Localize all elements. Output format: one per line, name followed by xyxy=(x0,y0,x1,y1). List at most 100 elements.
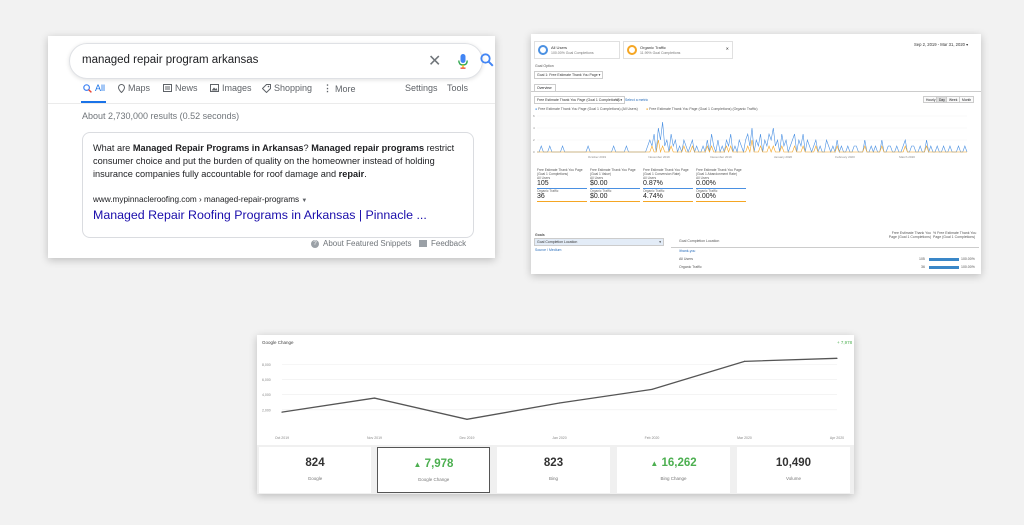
snippet-part: ? xyxy=(303,143,312,153)
tab-label: Images xyxy=(222,83,252,93)
metric-select[interactable]: Free Estimate Thank You Page (Goal 1 Com… xyxy=(534,96,626,104)
metric-segment-label: Organic Traffic xyxy=(590,189,612,193)
metric-value: 0.00% xyxy=(696,180,716,187)
month-button[interactable]: Month xyxy=(959,96,975,103)
data-point xyxy=(466,418,468,420)
segment-sub: 11.99% Goal Completions xyxy=(640,51,681,55)
tab-maps[interactable]: Maps xyxy=(118,83,150,93)
feedback-icon xyxy=(419,240,427,247)
card-google[interactable]: 824 Google xyxy=(259,447,371,493)
about-featured-snippets[interactable]: ? About Featured Snippets xyxy=(311,239,412,248)
clear-icon[interactable]: ✕ xyxy=(428,53,442,70)
segment-organic-traffic[interactable]: Organic Traffic 11.99% Goal Completions … xyxy=(623,41,733,59)
date-range-text: Sep 2, 2019 - Mar 31, 2020 xyxy=(914,42,965,47)
goals-label: Goals xyxy=(535,233,545,237)
card-value-text: 7,978 xyxy=(424,458,454,470)
card-google-change[interactable]: ▲ 7,978 Google Change xyxy=(377,447,490,493)
result-link[interactable]: Managed Repair Roofing Programs in Arkan… xyxy=(93,208,427,222)
tab-news[interactable]: News xyxy=(163,83,198,93)
segment-icon xyxy=(627,45,637,55)
search-input[interactable]: managed repair program arkansas xyxy=(82,54,259,66)
y-tick-label: 4 xyxy=(533,126,535,130)
search-icon[interactable] xyxy=(480,53,494,72)
select-metric-link[interactable]: Select a metric xyxy=(625,98,649,102)
card-label: Google xyxy=(307,476,323,481)
image-icon xyxy=(210,84,219,92)
dropdown-arrow-icon[interactable]: ▼ xyxy=(301,198,308,204)
card-bing-change[interactable]: ▲ 16,262 Bing Change xyxy=(617,447,730,493)
metric-block[interactable]: Free Estimate Thank You Page (Goal 1 Val… xyxy=(590,168,640,202)
legend-label: Free Estimate Thank You Page (Goal 1 Com… xyxy=(649,107,758,111)
metric-value: 0.87% xyxy=(643,180,663,187)
metric-segment-label: All Users xyxy=(537,176,551,180)
card-volume[interactable]: 10,490 Volume xyxy=(737,447,850,493)
series-line xyxy=(537,139,967,154)
legend-all-users: ● Free Estimate Thank You Page (Goal 1 C… xyxy=(535,107,638,111)
change-badge: + 7,978 xyxy=(837,340,853,345)
metric-block[interactable]: Free Estimate Thank You Page (Goal 1 Aba… xyxy=(696,168,746,202)
table-row-bar xyxy=(929,266,959,269)
microphone-icon[interactable] xyxy=(458,54,468,74)
chevron-down-icon: ▾ xyxy=(659,240,661,244)
vs-label: VS. xyxy=(615,98,621,102)
segment-label: Organic Traffic xyxy=(640,45,666,50)
metric-block[interactable]: Free Estimate Thank You Page (Goal 1 Com… xyxy=(537,168,587,202)
goal-location-select[interactable]: Goal Completion Location ▾ xyxy=(534,238,664,246)
sparkline-all-users xyxy=(590,188,640,189)
metric-block[interactable]: Free Estimate Thank You Page (Goal 1 Con… xyxy=(643,168,693,202)
table-row-pct: 100.00% xyxy=(961,265,975,269)
series-line xyxy=(537,121,968,154)
tools-link[interactable]: Tools xyxy=(447,83,469,93)
tab-images[interactable]: Images xyxy=(210,83,252,93)
y-tick-label: 6,000 xyxy=(262,378,271,382)
metric-value: 105 xyxy=(537,180,549,187)
tab-all[interactable]: All xyxy=(83,83,105,93)
series-line xyxy=(281,357,838,420)
segment-all-users[interactable]: All Users 100.00% Goal Completions xyxy=(534,41,620,59)
feedback-label: Feedback xyxy=(431,239,467,248)
date-range[interactable]: Sep 2, 2019 - Mar 31, 2020 ▾ xyxy=(914,42,968,47)
table-row-bar xyxy=(929,258,959,261)
snippet-bold: Managed repair programs xyxy=(311,143,425,153)
card-value-text: 16,262 xyxy=(661,457,697,469)
x-tick-label: October 2019 xyxy=(588,155,607,159)
result-url[interactable]: www.mypinnacleroofing.com › managed-repa… xyxy=(93,195,307,204)
map-pin-icon xyxy=(118,83,125,93)
table-row-label: All Users xyxy=(679,257,694,261)
table-row-link[interactable]: /thank-you xyxy=(679,249,696,253)
sparkline-organic xyxy=(696,201,746,202)
x-tick-label: Oct 2019 xyxy=(275,436,289,440)
segment-sub: 100.00% Goal Completions xyxy=(551,51,594,55)
tag-icon xyxy=(262,83,271,93)
card-value: ▲ 7,978 xyxy=(378,458,489,470)
metric-title: Free Estimate Thank You Page (Goal 1 Com… xyxy=(537,168,583,176)
x-tick-label: Nov 2019 xyxy=(367,436,382,440)
legend-dot-icon: ● xyxy=(646,107,649,111)
card-bing[interactable]: 823 Bing xyxy=(497,447,610,493)
table-row-label: Organic Traffic xyxy=(679,265,702,269)
rank-line-chart: 2,000 4,000 6,000 8,000 Oct 2019 Nov 2019 Dec … xyxy=(262,357,844,440)
metric-segment-label: All Users xyxy=(696,176,710,180)
tab-label: Maps xyxy=(128,83,151,93)
tab-more[interactable]: ⋮ More xyxy=(323,83,356,94)
card-value: 823 xyxy=(543,457,564,469)
tab-overview[interactable]: Overview xyxy=(534,84,556,91)
sparkline-all-users xyxy=(537,188,587,189)
analytics-line-chart: 0 2 4 6 October 2019 November 2019 December 20… xyxy=(533,114,968,159)
feedback-link[interactable]: Feedback xyxy=(419,239,466,248)
sparkline-all-users xyxy=(696,188,746,189)
about-label: About Featured Snippets xyxy=(323,239,412,248)
table-row-value: 105 xyxy=(919,257,925,261)
table-row-value: 36 xyxy=(921,265,925,269)
search-box[interactable]: managed repair program arkansas ✕ xyxy=(69,43,494,79)
tab-label: News xyxy=(175,83,198,93)
x-tick-label: March 2020 xyxy=(899,155,915,159)
source-medium-link[interactable]: Source / Medium xyxy=(535,248,562,252)
segment-icon xyxy=(538,45,548,55)
close-icon[interactable]: ✕ xyxy=(725,46,729,51)
snippet-part: restrict consumer choice and put the bur… xyxy=(93,143,455,179)
settings-link[interactable]: Settings xyxy=(405,83,438,93)
goal-select[interactable]: Goal 1: Free Estimate Thank You Page ▾ xyxy=(534,71,604,79)
result-url-text: www.mypinnacleroofing.com › managed-repa… xyxy=(93,195,300,204)
tab-shopping[interactable]: Shopping xyxy=(262,83,312,93)
